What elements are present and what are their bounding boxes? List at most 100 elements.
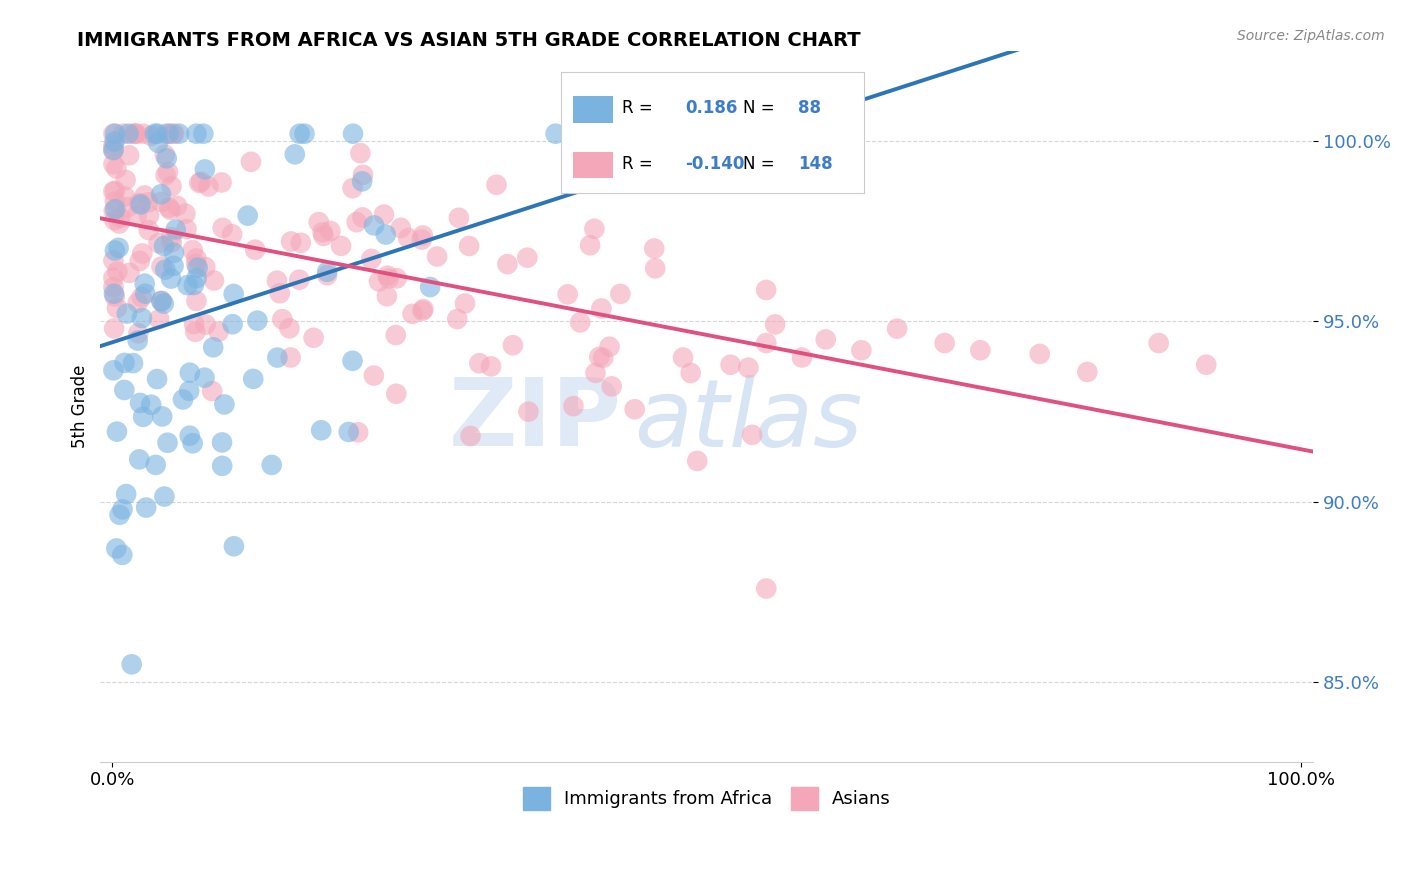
Point xyxy=(186,127,208,141)
Point xyxy=(374,227,396,242)
Point xyxy=(104,127,127,141)
Point xyxy=(290,235,312,250)
Point xyxy=(128,196,150,211)
Point xyxy=(385,386,408,401)
Point xyxy=(165,222,187,236)
Point xyxy=(346,215,368,229)
Point xyxy=(814,333,837,347)
Point xyxy=(194,260,217,274)
Point xyxy=(105,541,128,556)
Point xyxy=(148,236,170,251)
Point xyxy=(221,317,243,331)
Point xyxy=(131,246,153,260)
Point xyxy=(447,211,470,225)
Point xyxy=(302,331,325,345)
Point xyxy=(160,271,183,285)
Point xyxy=(114,173,136,187)
Point xyxy=(122,356,145,370)
Point xyxy=(115,487,138,501)
Point xyxy=(156,151,179,165)
Point xyxy=(129,396,152,410)
Point xyxy=(162,127,184,141)
Point xyxy=(146,136,169,150)
Point xyxy=(222,287,245,301)
Point xyxy=(669,144,692,158)
Point xyxy=(363,219,385,233)
Point xyxy=(134,188,156,202)
Point xyxy=(269,286,291,301)
Point xyxy=(222,539,245,553)
Point xyxy=(103,213,125,227)
Point xyxy=(454,296,477,310)
Point xyxy=(103,253,125,268)
Point xyxy=(211,176,233,190)
Point xyxy=(138,223,160,237)
Point xyxy=(368,275,391,289)
Point xyxy=(468,356,491,370)
Text: ZIP: ZIP xyxy=(449,375,621,467)
Point xyxy=(569,315,592,329)
Point xyxy=(600,379,623,393)
Point xyxy=(246,313,269,327)
Point xyxy=(623,402,645,417)
Point xyxy=(309,423,332,437)
Point xyxy=(163,245,186,260)
Point xyxy=(157,127,180,141)
Text: atlas: atlas xyxy=(634,375,862,466)
Point xyxy=(186,271,208,285)
Point xyxy=(162,259,184,273)
Point xyxy=(153,239,176,253)
Point xyxy=(679,366,702,380)
Point xyxy=(201,384,224,398)
Point xyxy=(104,202,127,217)
Point xyxy=(150,294,173,309)
Point xyxy=(280,235,302,249)
Point xyxy=(419,280,441,294)
Point xyxy=(411,233,433,247)
Point xyxy=(104,194,127,209)
Point xyxy=(426,250,449,264)
Point xyxy=(176,222,198,236)
Point xyxy=(104,244,127,258)
Point xyxy=(337,425,360,439)
Text: Source: ZipAtlas.com: Source: ZipAtlas.com xyxy=(1237,29,1385,43)
Point xyxy=(342,353,364,368)
Point xyxy=(132,127,155,141)
Point xyxy=(934,336,956,351)
Point xyxy=(107,264,129,278)
Point xyxy=(1147,336,1170,351)
Point xyxy=(112,127,135,141)
Point xyxy=(125,127,148,141)
Point xyxy=(132,409,155,424)
Point xyxy=(104,135,127,149)
Point xyxy=(363,368,385,383)
Point xyxy=(319,224,342,238)
Point xyxy=(134,277,156,291)
Point xyxy=(1029,347,1052,361)
Point xyxy=(174,206,197,220)
Point xyxy=(187,260,209,275)
Point xyxy=(242,372,264,386)
Text: IMMIGRANTS FROM AFRICA VS ASIAN 5TH GRADE CORRELATION CHART: IMMIGRANTS FROM AFRICA VS ASIAN 5TH GRAD… xyxy=(77,31,860,50)
Point xyxy=(517,404,540,418)
Point xyxy=(155,262,177,277)
Point xyxy=(969,343,991,358)
Point xyxy=(103,127,125,141)
Point xyxy=(592,351,614,365)
Point xyxy=(194,318,217,332)
Point xyxy=(737,360,759,375)
Point xyxy=(179,366,201,380)
Point xyxy=(643,242,665,256)
Point xyxy=(214,397,236,411)
Point xyxy=(288,273,311,287)
Point xyxy=(284,147,307,161)
Point xyxy=(278,321,301,335)
Point xyxy=(271,312,294,326)
Point xyxy=(211,220,233,235)
Point xyxy=(103,144,125,158)
Point xyxy=(167,127,190,141)
Point xyxy=(129,197,152,211)
Point xyxy=(103,185,125,199)
Point xyxy=(316,268,339,282)
Point xyxy=(181,243,204,257)
